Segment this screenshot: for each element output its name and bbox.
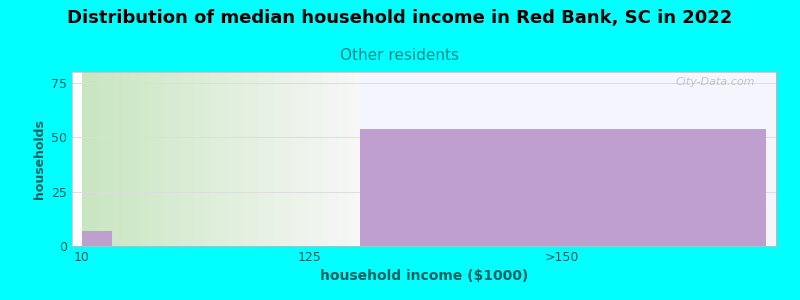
X-axis label: household income ($1000): household income ($1000)	[320, 269, 528, 284]
Text: Other residents: Other residents	[341, 48, 459, 63]
Y-axis label: households: households	[33, 119, 46, 199]
Bar	[359, 128, 766, 246]
Bar	[359, 72, 776, 246]
Text: City-Data.com: City-Data.com	[675, 77, 755, 87]
Bar	[82, 231, 112, 246]
Text: Distribution of median household income in Red Bank, SC in 2022: Distribution of median household income …	[67, 9, 733, 27]
